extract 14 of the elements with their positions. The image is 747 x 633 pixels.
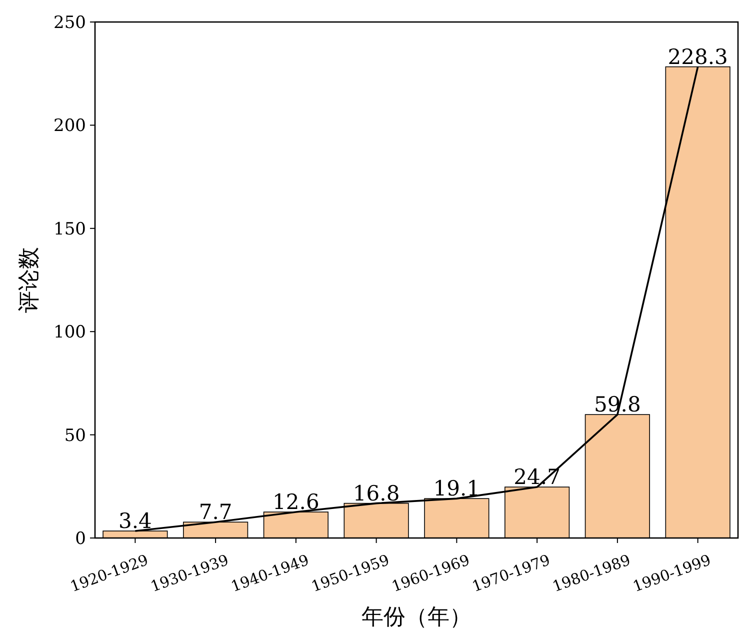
y-tick-label: 250 (54, 13, 86, 33)
y-axis-title: 评论数 (17, 247, 42, 313)
data-label: 3.4 (118, 508, 152, 533)
y-tick-label: 0 (75, 529, 86, 549)
y-tick-label: 100 (54, 322, 86, 343)
y-tick-label: 150 (54, 219, 86, 240)
data-label: 7.7 (198, 500, 232, 524)
y-tick-label: 200 (54, 116, 86, 136)
data-label: 19.1 (433, 476, 480, 501)
data-label: 228.3 (668, 44, 728, 69)
x-axis-title: 年份（年） (362, 605, 472, 630)
data-label: 12.6 (272, 490, 320, 514)
data-label: 16.8 (352, 481, 400, 506)
y-tick-label: 50 (64, 426, 86, 446)
